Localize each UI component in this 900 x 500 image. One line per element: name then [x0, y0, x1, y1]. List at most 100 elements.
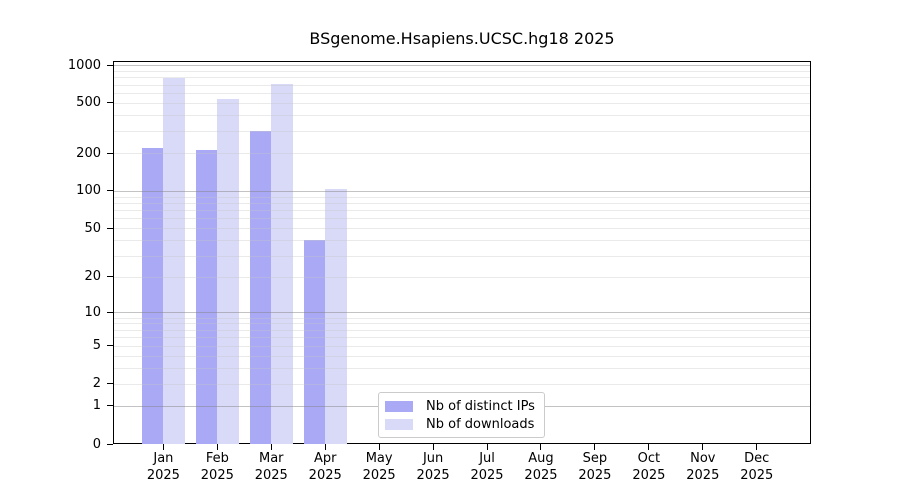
y-tick-mark-1000	[107, 64, 113, 66]
x-tick-label-sep: Sep 2025	[565, 450, 625, 484]
x-tick-mark-mar	[270, 444, 272, 450]
x-tick-mark-dec	[756, 444, 758, 450]
gridline-minor-90	[114, 196, 810, 198]
x-tick-year: 2025	[200, 468, 234, 483]
x-tick-month: Mar	[259, 451, 284, 466]
gridline-minor-3	[114, 367, 810, 369]
x-tick-label-apr: Apr 2025	[295, 450, 355, 484]
x-tick-year: 2025	[362, 468, 396, 483]
bar-downloads-jan	[163, 78, 185, 444]
y-tick-label-50: 50	[84, 220, 101, 236]
gridline-major-10	[114, 312, 810, 314]
y-tick-mark-2	[107, 383, 113, 385]
x-tick-label-may: May 2025	[349, 450, 409, 484]
gridline-minor-7	[114, 329, 810, 331]
gridline-major-1000	[114, 65, 810, 66]
bar-ips-feb	[195, 149, 218, 444]
bar-downloads-feb	[217, 99, 239, 444]
x-tick-mark-may	[378, 444, 380, 450]
y-tick-label-2: 2	[92, 376, 101, 392]
x-tick-mark-oct	[648, 444, 650, 450]
y-tick-mark-0	[107, 443, 113, 445]
x-tick-mark-feb	[216, 444, 218, 450]
gridline-minor-40	[114, 240, 810, 242]
gridline-minor-2	[114, 383, 810, 385]
legend-label-distinct-ips: Nb of distinct IPs	[426, 398, 535, 414]
bar-ips-jan	[141, 148, 164, 444]
y-tick-mark-10	[107, 311, 113, 313]
gridline-major-100	[114, 190, 810, 192]
x-tick-month: Aug	[528, 451, 554, 466]
y-tick-label-0: 0	[92, 436, 101, 452]
x-tick-label-nov: Nov 2025	[673, 450, 733, 484]
chart-title: BSgenome.Hsapiens.UCSC.hg18 2025	[309, 29, 615, 48]
x-tick-month: Nov	[690, 451, 716, 466]
x-tick-month: Oct	[637, 451, 661, 466]
x-tick-year: 2025	[632, 468, 666, 483]
y-tick-label-20: 20	[84, 269, 101, 285]
gridline-minor-70	[114, 210, 810, 212]
y-tick-mark-500	[107, 102, 113, 104]
x-tick-year: 2025	[524, 468, 558, 483]
gridline-minor-4	[114, 355, 810, 357]
x-tick-label-jan: Jan 2025	[133, 450, 193, 484]
x-tick-month: Jun	[422, 451, 444, 466]
gridline-minor-300	[114, 130, 810, 132]
gridline-minor-200	[114, 153, 810, 155]
y-tick-label-100: 100	[76, 183, 101, 199]
x-tick-month: Feb	[205, 451, 229, 466]
gridline-minor-600	[114, 92, 810, 94]
x-tick-year: 2025	[740, 468, 774, 483]
bar-downloads-mar	[271, 83, 293, 444]
legend-label-downloads: Nb of downloads	[426, 416, 535, 432]
legend: Nb of distinct IPs Nb of downloads	[378, 392, 545, 438]
y-tick-label-200: 200	[76, 145, 101, 161]
x-tick-year: 2025	[308, 468, 342, 483]
legend-item-distinct-ips: Nb of distinct IPs	[385, 398, 536, 414]
x-tick-mark-sep	[594, 444, 596, 450]
x-tick-year: 2025	[578, 468, 612, 483]
x-tick-mark-nov	[702, 444, 704, 450]
y-tick-label-1: 1	[92, 398, 101, 414]
gridline-minor-5	[114, 345, 810, 347]
y-tick-mark-50	[107, 227, 113, 229]
x-tick-label-feb: Feb 2025	[187, 450, 247, 484]
x-tick-mark-aug	[540, 444, 542, 450]
gridline-minor-400	[114, 115, 810, 117]
gridline-minor-6	[114, 337, 810, 339]
y-tick-mark-200	[107, 152, 113, 154]
legend-item-downloads: Nb of downloads	[385, 416, 536, 432]
gridline-minor-60	[114, 218, 810, 220]
x-tick-year: 2025	[146, 468, 180, 483]
y-tick-mark-100	[107, 190, 113, 192]
gridline-minor-500	[114, 102, 810, 104]
gridline-minor-9	[114, 317, 810, 319]
y-tick-mark-20	[107, 276, 113, 278]
bar-downloads-apr	[325, 189, 347, 444]
y-tick-label-500: 500	[76, 95, 101, 111]
x-tick-mark-jul	[486, 444, 488, 450]
x-tick-month: May	[365, 451, 393, 466]
x-tick-label-dec: Dec 2025	[727, 450, 787, 484]
x-tick-month: Dec	[744, 451, 770, 466]
x-tick-mark-jun	[432, 444, 434, 450]
plot-area	[113, 61, 811, 444]
gridline-minor-30	[114, 255, 810, 257]
x-tick-mark-apr	[324, 444, 326, 450]
bar-ips-apr	[303, 240, 326, 444]
y-tick-mark-1	[107, 405, 113, 407]
legend-swatch-downloads	[385, 418, 413, 430]
gridline-minor-8	[114, 323, 810, 325]
legend-swatch-distinct-ips	[385, 400, 413, 412]
x-tick-year: 2025	[416, 468, 450, 483]
gridline-minor-800	[114, 77, 810, 79]
x-tick-year: 2025	[686, 468, 720, 483]
bar-ips-mar	[249, 130, 272, 444]
x-tick-month: Jul	[479, 451, 495, 466]
y-tick-label-10: 10	[84, 304, 101, 320]
gridline-minor-80	[114, 202, 810, 204]
x-tick-label-aug: Aug 2025	[511, 450, 571, 484]
x-tick-year: 2025	[254, 468, 288, 483]
gridline-minor-700	[114, 84, 810, 86]
